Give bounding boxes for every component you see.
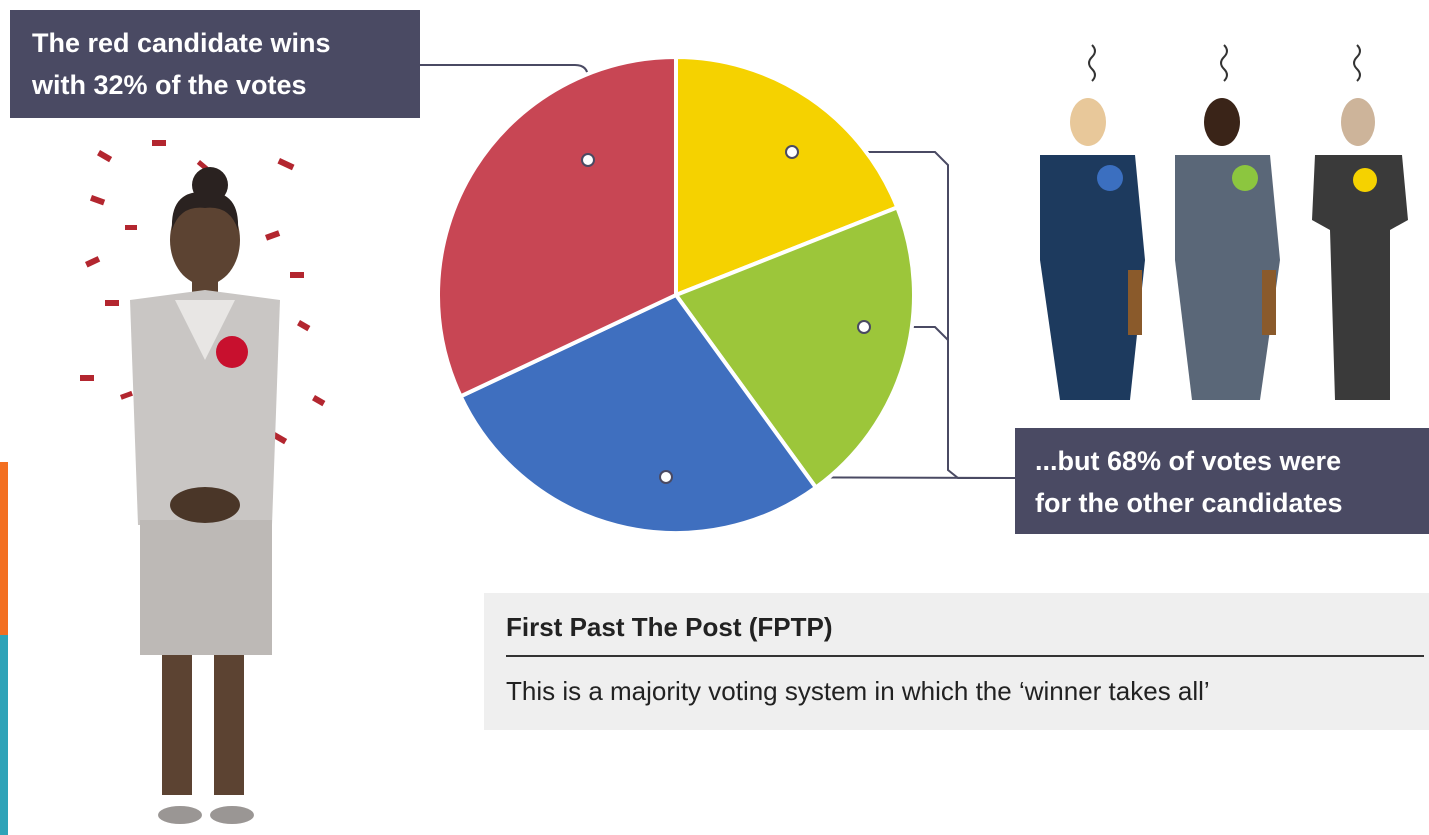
accent-bar [0, 635, 8, 835]
callout-box [1015, 428, 1429, 534]
callout-text: ...but 68% of votes were [1035, 446, 1341, 476]
callout-text: for the other candidates [1035, 488, 1343, 518]
definition-text: This is a majority voting system in whic… [506, 676, 1210, 706]
page: {"chart_data": {"type": "pie", "values":… [0, 0, 1429, 835]
pie [438, 57, 914, 533]
callout-box [10, 10, 420, 118]
accent-bar [0, 462, 8, 635]
definition-title: First Past The Post (FPTP) [506, 612, 833, 642]
losers-illustration [1040, 45, 1408, 400]
infographic: The red candidate wins with 32% of the v… [0, 0, 1429, 835]
callout-text: The red candidate wins [32, 28, 331, 58]
callout-text: with 32% of the votes [31, 70, 307, 100]
winner-illustration [80, 140, 325, 824]
